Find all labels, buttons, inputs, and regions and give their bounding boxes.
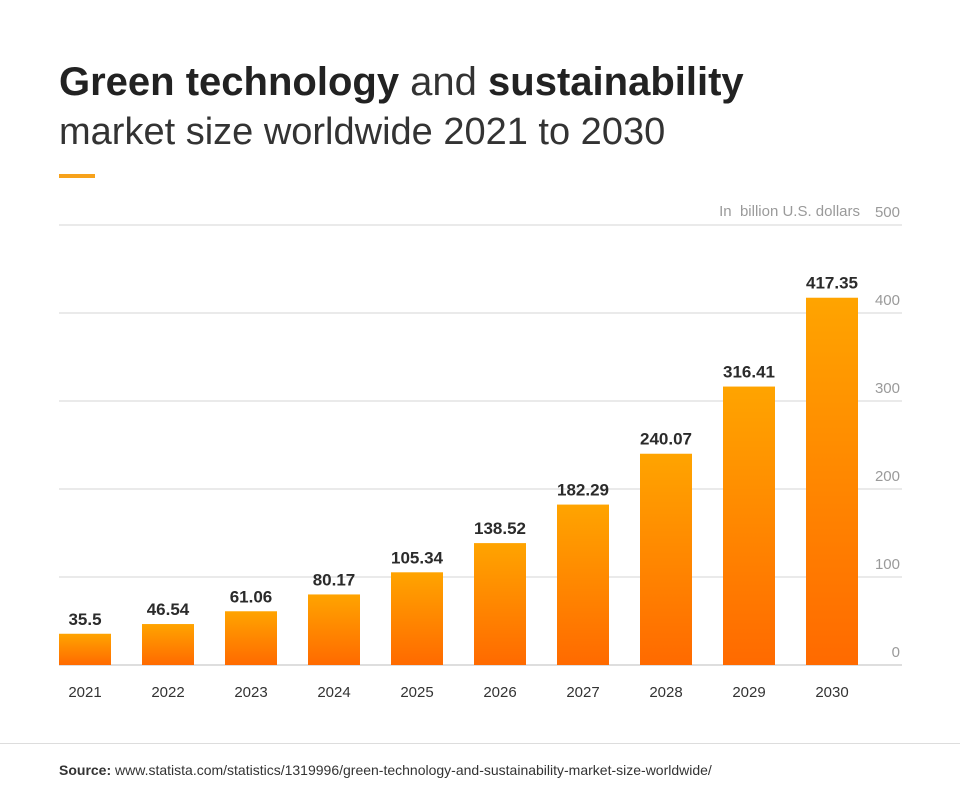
bar-2029 (723, 386, 775, 665)
x-tick-label: 2022 (151, 684, 184, 701)
y-tick-label: 100 (875, 556, 900, 573)
bar-2022 (142, 624, 194, 665)
title-and: and (399, 60, 489, 104)
title-line-2: market size worldwide 2021 to 2030 (59, 111, 666, 153)
title-bold-green-technology: Green technology (59, 60, 400, 104)
data-label-2022: 46.54 (147, 600, 190, 619)
bar-2021 (59, 633, 111, 665)
title-line-1: Green technology and sustainability (59, 56, 919, 108)
bar-2028 (640, 453, 692, 665)
bars: 35.5 46.54 61.06 80.17 105.34 138.52 182.29 240… (59, 274, 858, 665)
data-label-2024: 80.17 (313, 570, 356, 589)
bar-2024 (308, 594, 360, 665)
data-label-2023: 61.06 (230, 587, 273, 606)
source-label: Source: (59, 762, 112, 778)
x-axis-ticks: 2021 2022 2023 2024 2025 2026 2027 2028 2029 2030 (68, 684, 848, 701)
chart-title: Green technology and sustainability mark… (59, 56, 919, 156)
bar-2027 (557, 504, 609, 665)
y-axis-ticks: 0 100 200 300 400 500 (875, 204, 900, 661)
y-axis-unit-label: In billion U.S. dollars (719, 203, 860, 220)
title-accent-bar (59, 174, 95, 178)
bar-chart: 35.5 46.54 61.06 80.17 105.34 138.52 182.29 240… (59, 203, 902, 701)
x-tick-label: 2025 (400, 684, 433, 701)
bar-2026 (474, 543, 526, 665)
y-tick-label: 200 (875, 468, 900, 485)
x-tick-label: 2023 (234, 684, 267, 701)
data-label-2028: 240.07 (640, 430, 692, 449)
x-tick-label: 2026 (483, 684, 516, 701)
x-tick-label: 2030 (815, 684, 848, 701)
data-label-2030: 417.35 (806, 274, 858, 293)
y-tick-label: 300 (875, 380, 900, 397)
x-tick-label: 2021 (68, 684, 101, 701)
y-tick-label: 0 (892, 644, 900, 661)
data-label-2021: 35.5 (68, 610, 101, 629)
footer-divider (0, 743, 960, 744)
x-tick-label: 2028 (649, 684, 682, 701)
data-label-2025: 105.34 (391, 548, 444, 567)
source-note: Source: www.statista.com/statistics/1319… (59, 762, 712, 778)
title-bold-sustainability: sustainability (488, 60, 744, 104)
x-tick-label: 2024 (317, 684, 350, 701)
y-tick-label: 400 (875, 292, 900, 309)
data-label-2027: 182.29 (557, 481, 609, 500)
source-url: www.statista.com/statistics/1319996/gree… (111, 762, 712, 778)
bar-2030 (806, 297, 858, 665)
y-tick-label: 500 (875, 204, 900, 221)
x-tick-label: 2027 (566, 684, 599, 701)
x-tick-label: 2029 (732, 684, 765, 701)
bar-2025 (391, 572, 443, 665)
data-label-2029: 316.41 (723, 363, 775, 382)
bar-2023 (225, 611, 277, 665)
data-label-2026: 138.52 (474, 519, 526, 538)
